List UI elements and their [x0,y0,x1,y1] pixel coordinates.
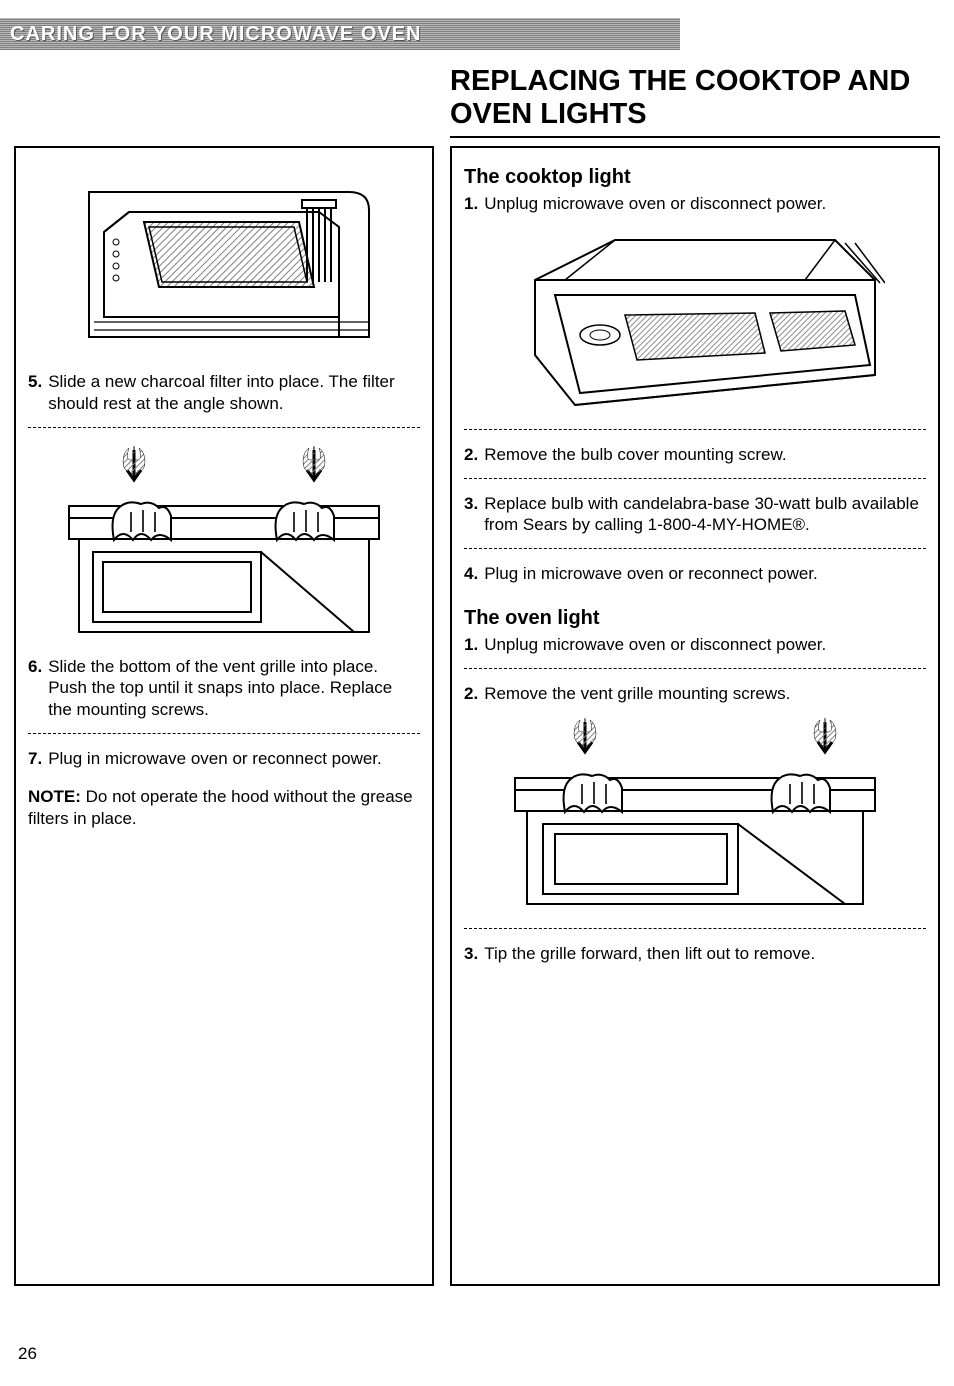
step-text: Unplug microwave oven or disconnect powe… [484,634,926,656]
list-item: 1. Unplug microwave oven or disconnect p… [464,634,926,656]
separator [464,548,926,549]
step-number: 7. [28,748,42,770]
list-item: 3. Replace bulb with candelabra-base 30-… [464,493,926,537]
figure-remove-grille-hands [464,714,926,914]
list-item: 3. Tip the grille forward, then lift out… [464,943,926,965]
vent-grille-hands-diagram-icon [59,442,389,642]
figure-underside [464,225,926,415]
step-text: Unplug microwave oven or disconnect powe… [484,193,926,215]
step-number: 5. [28,371,42,415]
figure-vent-grille-hands [28,442,420,642]
separator [28,427,420,428]
separator [464,668,926,669]
list-item: 2. Remove the bulb cover mounting screw. [464,444,926,466]
note-block: NOTE: Do not operate the hood without th… [28,786,420,830]
remove-grille-hands-diagram-icon [505,714,885,914]
step-number: 3. [464,943,478,965]
subheading-cooktop-light: The cooktop light [464,166,926,189]
list-item: 1. Unplug microwave oven or disconnect p… [464,193,926,215]
right-column: The cooktop light 1. Unplug microwave ov… [450,146,940,1286]
note-label: NOTE: [28,787,81,806]
list-item: 7. Plug in microwave oven or reconnect p… [28,748,420,770]
figure-charcoal-filter [28,172,420,357]
page-number: 26 [18,1344,37,1364]
step-text: Plug in microwave oven or reconnect powe… [484,563,926,585]
separator [28,733,420,734]
step-text: Tip the grille forward, then lift out to… [484,943,926,965]
list-item: 5. Slide a new charcoal filter into plac… [28,371,420,415]
step-number: 2. [464,444,478,466]
step-number: 4. [464,563,478,585]
step-number: 6. [28,656,42,721]
list-item: 4. Plug in microwave oven or reconnect p… [464,563,926,585]
step-number: 3. [464,493,478,537]
step-text: Slide a new charcoal filter into place. … [48,371,420,415]
subheading-oven-light: The oven light [464,607,926,630]
step-text: Replace bulb with candelabra-base 30-wat… [484,493,926,537]
step-text: Remove the bulb cover mounting screw. [484,444,926,466]
page-heading: REPLACING THE COOKTOP AND OVEN LIGHTS [450,65,940,138]
separator [464,928,926,929]
note-text: Do not operate the hood without the grea… [28,787,413,828]
list-item: 2. Remove the vent grille mounting screw… [464,683,926,705]
left-column: 5. Slide a new charcoal filter into plac… [14,146,434,1286]
step-text: Plug in microwave oven or reconnect powe… [48,748,420,770]
separator [464,478,926,479]
section-banner-text: CARING FOR YOUR MICROWAVE OVEN [10,23,422,46]
separator [464,429,926,430]
step-number: 1. [464,634,478,656]
list-item: 6. Slide the bottom of the vent grille i… [28,656,420,721]
step-number: 2. [464,683,478,705]
step-text: Remove the vent grille mounting screws. [484,683,926,705]
step-text: Slide the bottom of the vent grille into… [48,656,420,721]
charcoal-filter-diagram-icon [69,172,379,357]
section-banner: CARING FOR YOUR MICROWAVE OVEN [0,18,680,50]
step-number: 1. [464,193,478,215]
microwave-underside-diagram-icon [505,225,885,415]
